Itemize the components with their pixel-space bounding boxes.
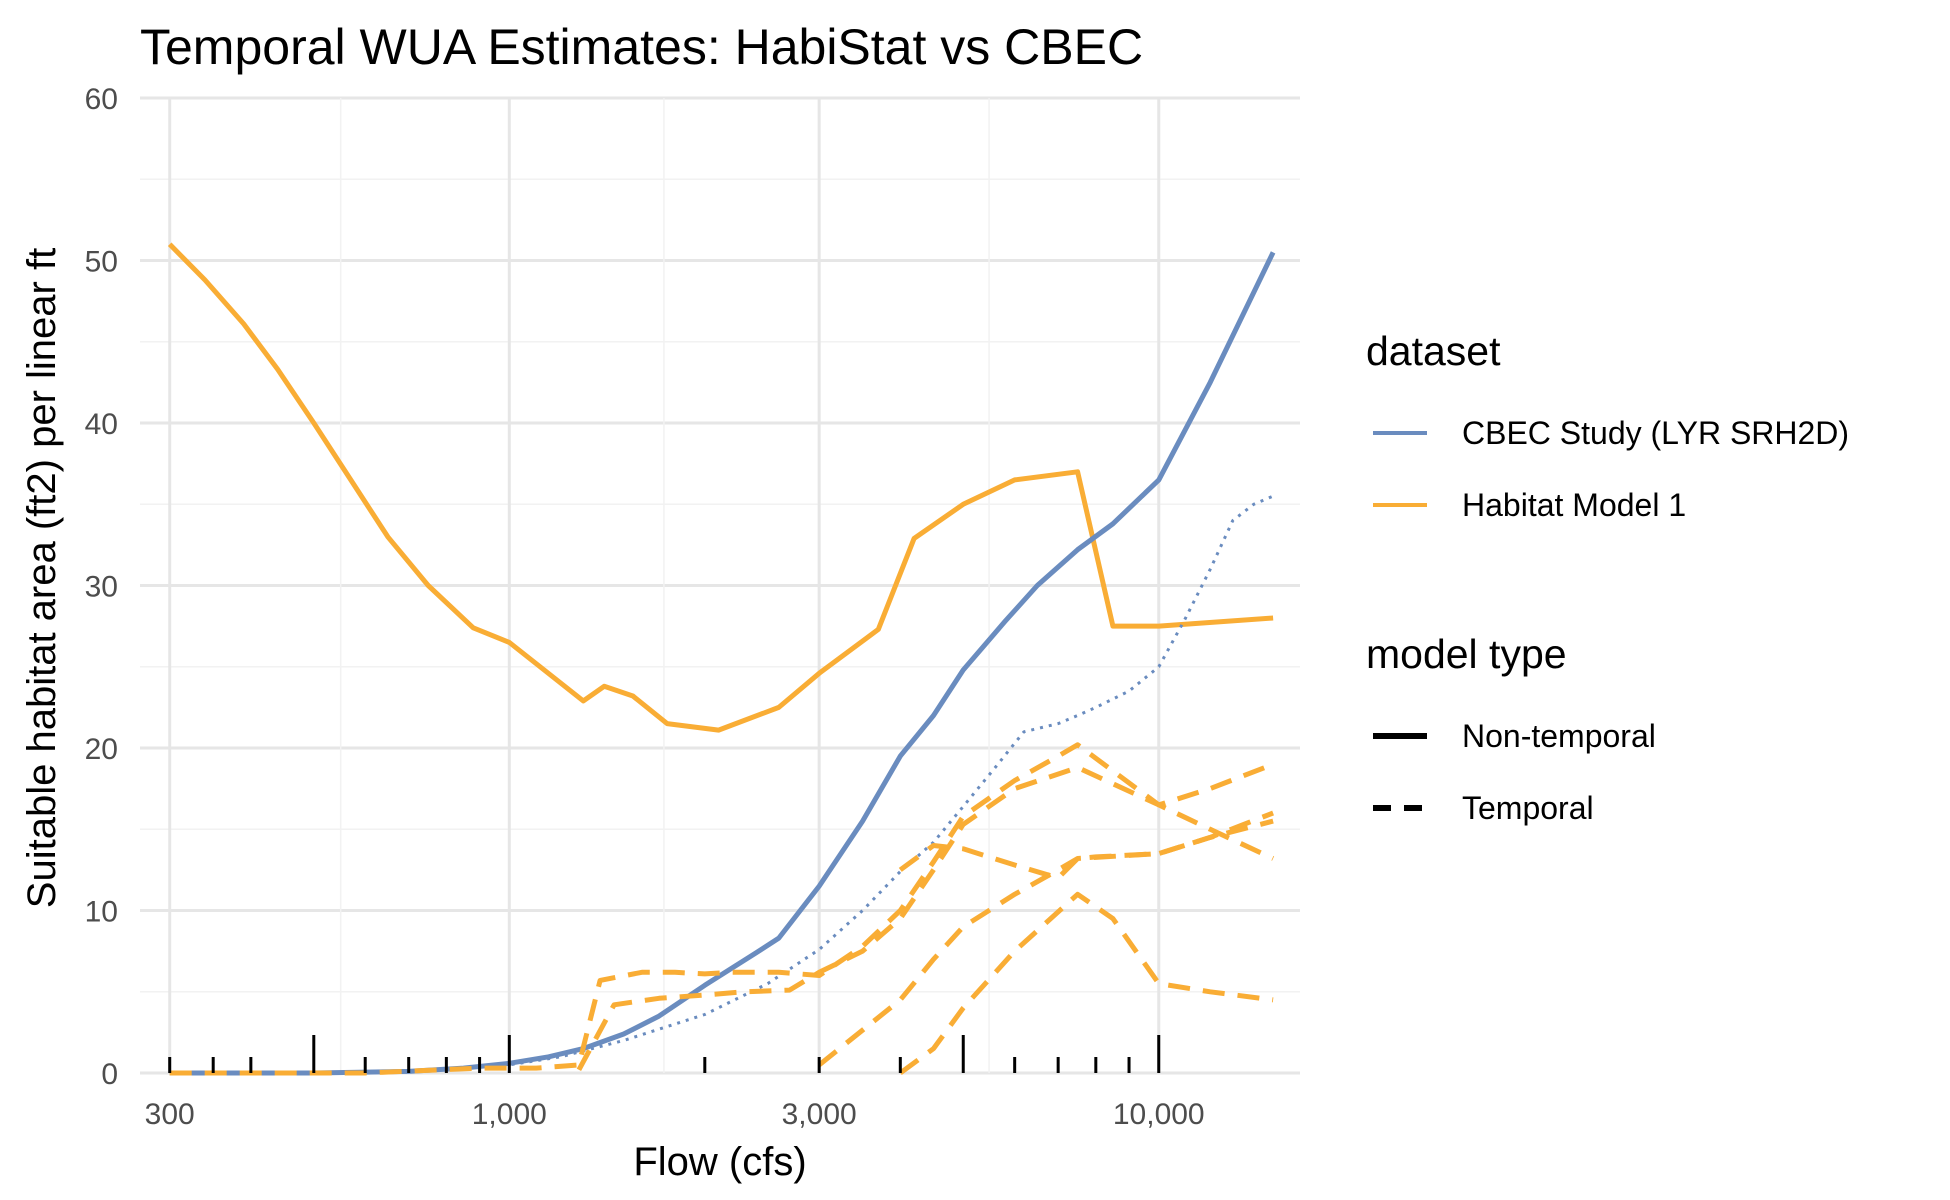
legend-title-model-type: model type (1366, 631, 1567, 677)
plot-marks (167, 242, 1276, 1076)
y-tick-label: 20 (85, 733, 118, 766)
legend-label-cbec: CBEC Study (LYR SRH2D) (1462, 415, 1849, 451)
cbec-temporal-line (313, 494, 1274, 1075)
x-axis: 300 1,000 3,000 10,000 (145, 1098, 1205, 1131)
y-tick-label: 40 (85, 408, 118, 441)
y-tick-label: 10 (85, 896, 118, 929)
cbec-non-temporal-line (169, 251, 1276, 1076)
x-tick-label: 300 (145, 1098, 195, 1131)
y-axis-label: Suitable habitat area (ft2) per linear f… (20, 248, 64, 908)
legend-label-habitat: Habitat Model 1 (1462, 487, 1686, 523)
habitat-temporal-line (817, 810, 1275, 1067)
habitat-temporal-line (898, 818, 1274, 881)
legend: dataset CBEC Study (LYR SRH2D) Habitat M… (1366, 328, 1849, 826)
chart-title: Temporal WUA Estimates: HabiStat vs CBEC (140, 19, 1143, 75)
x-axis-label: Flow (cfs) (633, 1140, 806, 1184)
x-tick-label: 3,000 (782, 1098, 857, 1131)
legend-label-temporal: Temporal (1462, 790, 1594, 826)
plot-grid (140, 96, 1300, 1075)
habitat-temporal-line (576, 765, 1275, 1071)
habitat-non-temporal-line (167, 242, 1274, 733)
y-tick-label: 50 (85, 246, 118, 279)
y-tick-label: 60 (85, 83, 118, 116)
x-tick-label: 10,000 (1113, 1098, 1205, 1131)
habitat-temporal-line (169, 742, 1275, 1076)
y-tick-label: 0 (101, 1058, 118, 1091)
habitat-temporal-line (898, 891, 1274, 1076)
y-axis: 0 10 20 30 40 50 60 (85, 83, 118, 1091)
legend-title-dataset: dataset (1366, 328, 1501, 374)
x-tick-label: 1,000 (472, 1098, 547, 1131)
rug-marks (168, 1035, 1161, 1073)
legend-label-non-temporal: Non-temporal (1462, 718, 1656, 754)
y-tick-label: 30 (85, 571, 118, 604)
